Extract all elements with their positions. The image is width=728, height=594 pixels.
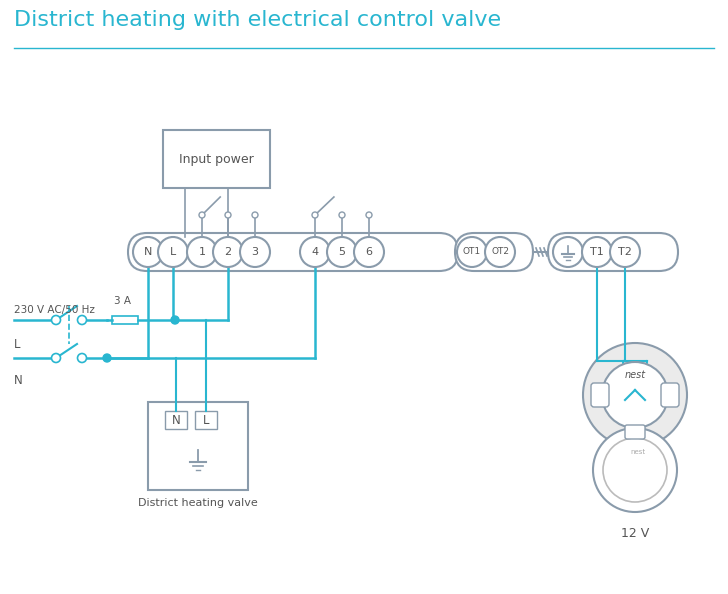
Circle shape — [213, 237, 243, 267]
Circle shape — [171, 316, 179, 324]
Text: 3 A: 3 A — [114, 296, 131, 306]
Text: OT2: OT2 — [491, 248, 509, 257]
FancyBboxPatch shape — [591, 383, 609, 407]
Text: Input power: Input power — [179, 153, 254, 166]
Circle shape — [583, 343, 687, 447]
FancyBboxPatch shape — [165, 411, 187, 429]
Circle shape — [103, 354, 111, 362]
Circle shape — [225, 212, 231, 218]
Text: nest: nest — [630, 449, 646, 455]
Text: T2: T2 — [618, 247, 632, 257]
Text: District heating with electrical control valve: District heating with electrical control… — [14, 10, 501, 30]
Circle shape — [602, 362, 668, 428]
Circle shape — [582, 237, 612, 267]
Text: 4: 4 — [312, 247, 319, 257]
Text: 2: 2 — [224, 247, 232, 257]
Circle shape — [158, 237, 188, 267]
FancyBboxPatch shape — [625, 425, 645, 439]
FancyBboxPatch shape — [112, 316, 138, 324]
Circle shape — [457, 237, 487, 267]
FancyBboxPatch shape — [128, 233, 458, 271]
Circle shape — [77, 353, 87, 362]
Text: 12 V: 12 V — [621, 527, 649, 540]
Text: T1: T1 — [590, 247, 604, 257]
Text: N: N — [172, 413, 181, 426]
Circle shape — [610, 237, 640, 267]
Text: nest: nest — [625, 370, 646, 380]
Text: 230 V AC/50 Hz: 230 V AC/50 Hz — [14, 305, 95, 315]
Circle shape — [52, 315, 60, 324]
Circle shape — [133, 237, 163, 267]
FancyBboxPatch shape — [548, 233, 678, 271]
Text: District heating valve: District heating valve — [138, 498, 258, 508]
FancyBboxPatch shape — [195, 411, 217, 429]
Text: L: L — [203, 413, 209, 426]
Circle shape — [603, 438, 667, 502]
Text: L: L — [170, 247, 176, 257]
FancyBboxPatch shape — [163, 130, 270, 188]
FancyBboxPatch shape — [455, 233, 533, 271]
Circle shape — [187, 237, 217, 267]
Circle shape — [77, 315, 87, 324]
Text: 6: 6 — [365, 247, 373, 257]
Circle shape — [199, 212, 205, 218]
Text: N: N — [14, 374, 23, 387]
Circle shape — [485, 237, 515, 267]
Circle shape — [300, 237, 330, 267]
FancyBboxPatch shape — [661, 383, 679, 407]
Text: N: N — [144, 247, 152, 257]
Circle shape — [327, 237, 357, 267]
Text: OT1: OT1 — [463, 248, 481, 257]
Circle shape — [553, 237, 583, 267]
Circle shape — [339, 212, 345, 218]
Circle shape — [593, 428, 677, 512]
Text: L: L — [14, 338, 20, 351]
Text: 5: 5 — [339, 247, 346, 257]
Circle shape — [252, 212, 258, 218]
Circle shape — [312, 212, 318, 218]
Circle shape — [52, 353, 60, 362]
Circle shape — [240, 237, 270, 267]
FancyBboxPatch shape — [148, 402, 248, 490]
Circle shape — [366, 212, 372, 218]
Text: 1: 1 — [199, 247, 205, 257]
Circle shape — [354, 237, 384, 267]
Text: 3: 3 — [251, 247, 258, 257]
